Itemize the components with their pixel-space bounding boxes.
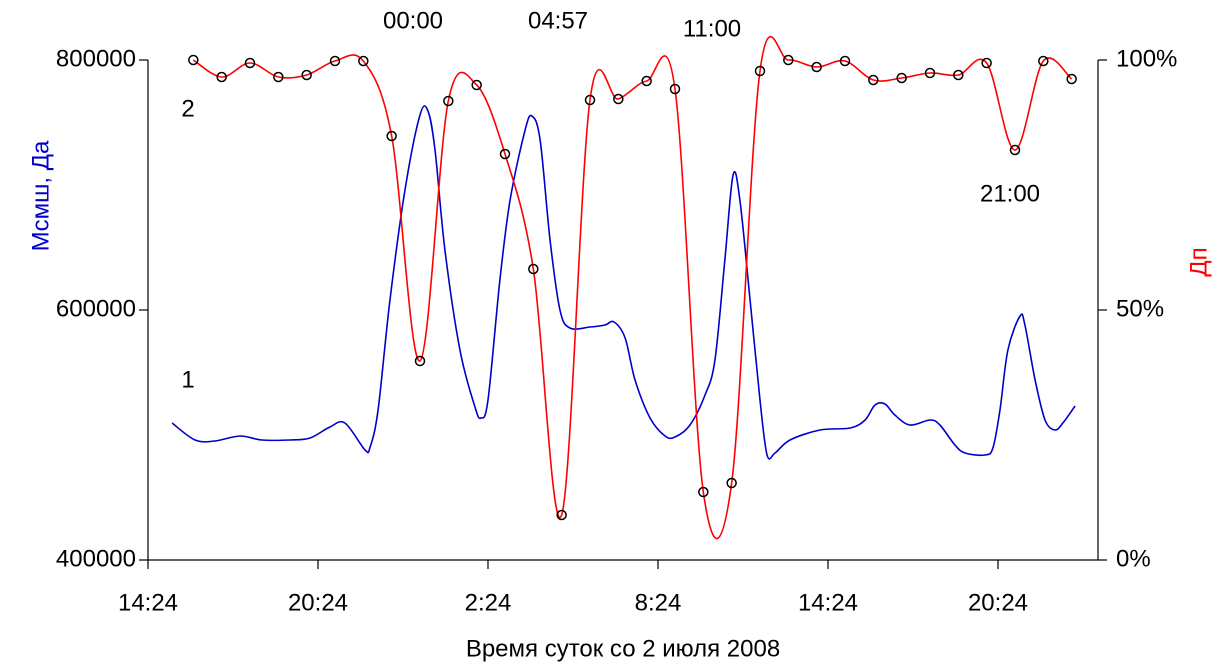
y-axis-label: Mсмш, Да: [27, 140, 54, 251]
x-tick-label: 2:24: [465, 589, 512, 616]
x-tick-label: 14:24: [798, 589, 858, 616]
data-point: [584, 94, 596, 106]
x-tick-label: 14:24: [118, 589, 178, 616]
y-tick-label: 600000: [56, 295, 136, 322]
series-label: 1: [181, 366, 194, 393]
data-point: [358, 55, 369, 67]
data-point: [811, 61, 822, 73]
data-point: [896, 72, 907, 84]
data-point: [329, 55, 341, 67]
data-point: [1066, 73, 1077, 85]
data-point: [669, 83, 681, 95]
data-point: [839, 55, 851, 67]
y2-tick-label: 50%: [1116, 295, 1164, 322]
data-point: [924, 67, 936, 79]
y2-tick-label: 100%: [1116, 45, 1177, 72]
data-point: [414, 355, 426, 367]
data-point: [981, 57, 992, 69]
data-point: [1009, 144, 1021, 156]
y-tick-label: 400000: [56, 545, 136, 572]
y-tick-label: 800000: [56, 45, 136, 72]
data-point: [528, 263, 539, 275]
data-point: [216, 71, 227, 83]
x-tick-label: 20:24: [288, 589, 348, 616]
data-point: [1038, 55, 1049, 67]
data-point: [698, 486, 709, 498]
series-line: [171, 105, 1076, 460]
data-point: [556, 509, 567, 521]
data-point: [301, 69, 312, 81]
series-label: 2: [181, 95, 194, 122]
data-point: [754, 65, 766, 77]
data-point: [868, 74, 879, 86]
y2-tick-label: 0%: [1116, 545, 1151, 572]
data-point: [953, 69, 964, 81]
x-axis-label: Время суток со 2 июля 2008: [466, 635, 780, 662]
data-point: [273, 71, 284, 83]
annotation: 11:00: [683, 15, 741, 42]
data-point: [613, 93, 624, 105]
data-point: [471, 79, 482, 91]
y2-axis-label: Дп: [1185, 247, 1212, 276]
data-point: [641, 75, 652, 87]
data-point: [188, 54, 199, 66]
series-line: [192, 36, 1073, 540]
x-tick-label: 20:24: [968, 589, 1028, 616]
data-point: [244, 57, 256, 69]
x-tick-label: 8:24: [635, 589, 682, 616]
data-point: [783, 54, 794, 66]
annotation: 21:00: [980, 180, 1040, 207]
data-point: [443, 95, 454, 107]
annotation: 04:57: [528, 7, 588, 34]
data-point: [386, 130, 397, 142]
data-point: [726, 477, 737, 489]
data-point: [499, 148, 511, 160]
annotation: 00:00: [383, 7, 443, 34]
